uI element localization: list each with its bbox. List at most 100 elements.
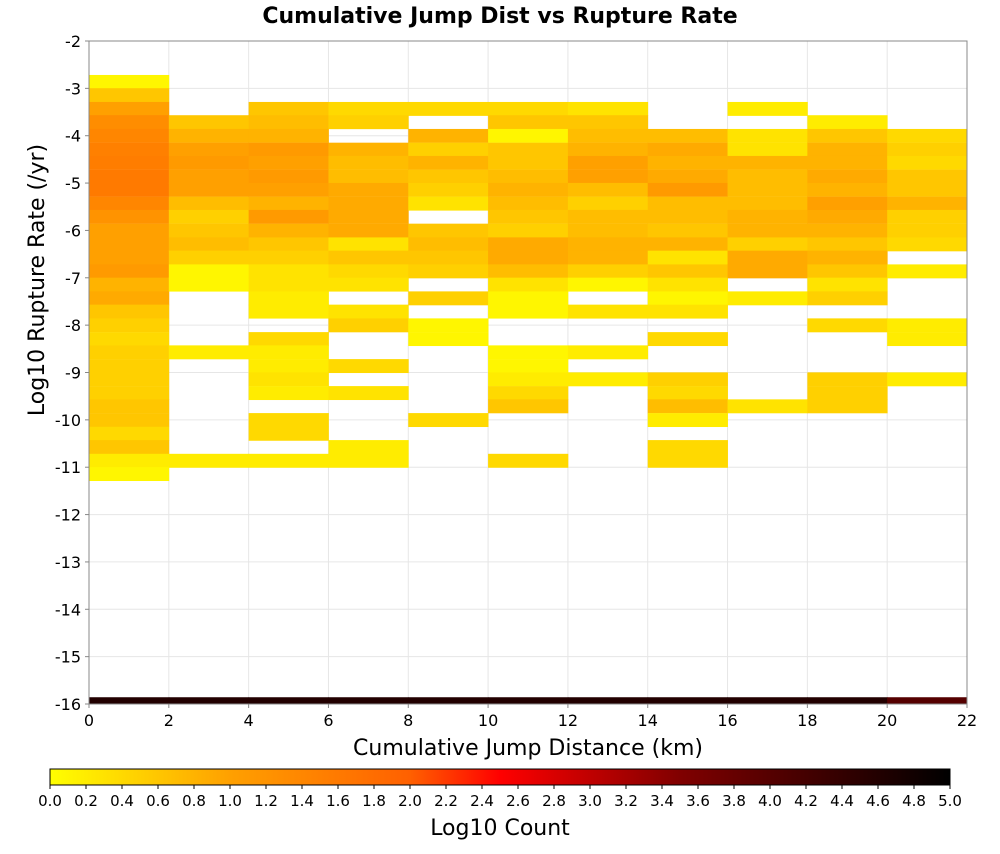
heatmap-cell bbox=[488, 223, 569, 238]
colorbar-tick-label: 3.4 bbox=[650, 792, 674, 810]
y-tick-label: -12 bbox=[55, 506, 81, 525]
heatmap-cell bbox=[488, 169, 569, 184]
colorbar-tick-label: 3.8 bbox=[722, 792, 746, 810]
heatmap-cell bbox=[408, 142, 489, 157]
heatmap-cell bbox=[727, 250, 808, 265]
heatmap-cell bbox=[488, 386, 569, 401]
heatmap-cell bbox=[567, 142, 649, 157]
heatmap-cell bbox=[647, 264, 728, 279]
heatmap-cell bbox=[647, 697, 728, 705]
heatmap-cell bbox=[408, 182, 489, 197]
heatmap-cell bbox=[647, 277, 728, 292]
heatmap-cell bbox=[328, 237, 409, 252]
heatmap-cell bbox=[488, 264, 569, 279]
heatmap-cell bbox=[248, 182, 329, 197]
heatmap-cell bbox=[727, 169, 808, 184]
heatmap-cell bbox=[807, 372, 888, 387]
y-tick-label: -5 bbox=[65, 174, 81, 193]
heatmap-cell bbox=[168, 182, 250, 197]
y-tick-label: -4 bbox=[65, 127, 81, 146]
heatmap-cell bbox=[89, 182, 170, 197]
heatmap-cell bbox=[567, 250, 649, 265]
heatmap-cell bbox=[727, 196, 808, 211]
heatmap-cell bbox=[168, 169, 250, 184]
heatmap-cell bbox=[328, 440, 409, 455]
x-tick-label: 8 bbox=[403, 711, 413, 730]
heatmap-cell bbox=[727, 128, 808, 143]
heatmap-cell bbox=[89, 453, 170, 468]
colorbar-tick-label: 1.4 bbox=[290, 792, 314, 810]
x-tick-label: 20 bbox=[877, 711, 897, 730]
colorbar bbox=[49, 768, 951, 786]
heatmap-cell bbox=[89, 440, 170, 455]
heatmap-cell bbox=[887, 209, 968, 224]
heatmap-cell bbox=[168, 209, 250, 224]
heatmap-cell bbox=[807, 155, 888, 170]
heatmap-cell bbox=[89, 277, 170, 292]
colorbar-tick-label: 4.8 bbox=[902, 792, 926, 810]
heatmap-cell bbox=[89, 372, 170, 387]
x-tick-label: 6 bbox=[323, 711, 333, 730]
heatmap-cell bbox=[488, 291, 569, 306]
heatmap-cell bbox=[807, 196, 888, 211]
x-tick-label: 18 bbox=[797, 711, 817, 730]
heatmap-cell bbox=[647, 169, 728, 184]
heatmap-cell bbox=[248, 386, 329, 401]
heatmap-cell bbox=[89, 359, 170, 374]
heatmap-cell bbox=[168, 250, 250, 265]
heatmap-cell bbox=[168, 697, 250, 705]
heatmap-cell bbox=[727, 237, 808, 252]
heatmap-cell bbox=[248, 332, 329, 347]
heatmap-cell bbox=[168, 155, 250, 170]
heatmap-cell bbox=[647, 399, 728, 414]
heatmap-cell bbox=[567, 155, 649, 170]
heatmap-cell bbox=[567, 697, 649, 705]
heatmap-cell bbox=[248, 250, 329, 265]
heatmap-cell bbox=[647, 155, 728, 170]
heatmap-cell bbox=[328, 264, 409, 279]
y-tick-label: -6 bbox=[65, 221, 81, 240]
heatmap-cell bbox=[567, 209, 649, 224]
heatmap-cell bbox=[887, 372, 968, 387]
heatmap-cell bbox=[807, 115, 888, 130]
heatmap-cell bbox=[168, 453, 250, 468]
colorbar-tick-label: 4.2 bbox=[794, 792, 818, 810]
heatmap-cell bbox=[168, 128, 250, 143]
heatmap-cell bbox=[488, 101, 569, 116]
colorbar-tick-label: 1.2 bbox=[254, 792, 278, 810]
y-tick-label: -10 bbox=[55, 411, 81, 430]
heatmap-cell bbox=[647, 372, 728, 387]
heatmap-cell bbox=[727, 209, 808, 224]
heatmap-cell bbox=[647, 142, 728, 157]
x-axis-label: Cumulative Jump Distance (km) bbox=[353, 736, 703, 761]
heatmap-cell bbox=[727, 399, 808, 414]
heatmap-cell bbox=[567, 372, 649, 387]
heatmap-cell bbox=[807, 264, 888, 279]
heatmap-cell bbox=[567, 345, 649, 360]
heatmap-cell bbox=[248, 237, 329, 252]
colorbar-tick-label: 0.6 bbox=[146, 792, 170, 810]
colorbar-tick-label: 1.8 bbox=[362, 792, 386, 810]
y-axis-ticks: -2 -3 -4 -5 -6 -7 -8 -9 -10 -11 -12 -13 -14 -15 -16 bbox=[55, 32, 89, 714]
heatmap-cell bbox=[89, 264, 170, 279]
heatmap-cell bbox=[647, 196, 728, 211]
colorbar-tick-label: 1.0 bbox=[218, 792, 242, 810]
heatmap-cell bbox=[567, 304, 649, 319]
x-axis-ticks: 0 2 4 6 8 10 12 14 16 18 20 22 bbox=[84, 704, 977, 730]
heatmap-cell bbox=[567, 101, 649, 116]
colorbar-tick-label: 2.0 bbox=[398, 792, 422, 810]
heatmap-cell bbox=[488, 196, 569, 211]
heatmap-cell bbox=[168, 115, 250, 130]
heatmap-cell bbox=[328, 196, 409, 211]
heatmap-cell bbox=[887, 264, 968, 279]
heatmap-cell bbox=[647, 413, 728, 428]
x-tick-label: 12 bbox=[558, 711, 578, 730]
heatmap-cell bbox=[807, 169, 888, 184]
heatmap-cell bbox=[408, 223, 489, 238]
heatmap-cell bbox=[488, 250, 569, 265]
heatmap-cell bbox=[248, 277, 329, 292]
colorbar-tick-label: 0.0 bbox=[38, 792, 62, 810]
heatmap-cell bbox=[647, 223, 728, 238]
heatmap-cell bbox=[89, 304, 170, 319]
